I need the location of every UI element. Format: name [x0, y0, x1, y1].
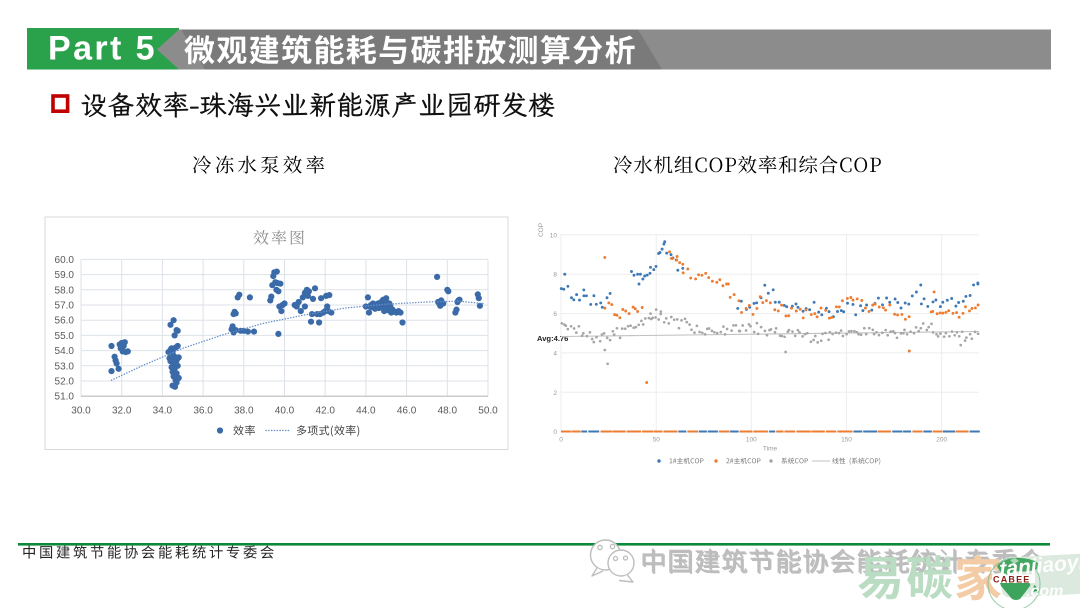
svg-text:51.0: 51.0 — [55, 392, 75, 403]
svg-text:100: 100 — [746, 437, 757, 444]
svg-text:Part 5: Part 5 — [48, 30, 157, 68]
svg-text:32.0: 32.0 — [112, 406, 132, 417]
svg-text:60.0: 60.0 — [55, 255, 75, 266]
svg-text:10: 10 — [550, 232, 558, 239]
svg-text:50: 50 — [653, 437, 661, 444]
svg-text:4: 4 — [553, 350, 557, 357]
svg-text:2: 2 — [553, 390, 557, 397]
svg-text:46.0: 46.0 — [397, 406, 417, 417]
svg-text:44.0: 44.0 — [356, 406, 376, 417]
svg-text:53.0: 53.0 — [55, 361, 75, 372]
svg-text:59.0: 59.0 — [55, 270, 75, 281]
svg-text:54.0: 54.0 — [55, 346, 75, 357]
svg-text:48.0: 48.0 — [438, 406, 458, 417]
svg-text:0: 0 — [559, 437, 563, 444]
svg-text:CABEE: CABEE — [993, 575, 1031, 585]
svg-text:36.0: 36.0 — [193, 406, 213, 417]
svg-text:40.0: 40.0 — [275, 406, 295, 417]
svg-text:34.0: 34.0 — [153, 406, 173, 417]
svg-text:42.0: 42.0 — [315, 406, 335, 417]
svg-text:150: 150 — [841, 437, 852, 444]
svg-text:8: 8 — [553, 272, 557, 279]
svg-text:6: 6 — [553, 311, 557, 318]
svg-text:52.0: 52.0 — [55, 377, 75, 388]
svg-text:0: 0 — [553, 429, 557, 436]
svg-text:38.0: 38.0 — [234, 406, 254, 417]
svg-text:200: 200 — [936, 437, 947, 444]
svg-text:Avg:4.76: Avg:4.76 — [537, 334, 568, 343]
svg-text:55.0: 55.0 — [55, 331, 75, 342]
svg-text:57.0: 57.0 — [55, 301, 75, 312]
svg-text:COP: COP — [538, 223, 545, 237]
svg-text:.com: .com — [1026, 583, 1063, 600]
svg-text:30.0: 30.0 — [71, 406, 91, 417]
svg-text:Time: Time — [763, 446, 778, 453]
svg-text:58.0: 58.0 — [55, 285, 75, 296]
svg-text:56.0: 56.0 — [55, 316, 75, 327]
svg-text:50.0: 50.0 — [478, 406, 498, 417]
